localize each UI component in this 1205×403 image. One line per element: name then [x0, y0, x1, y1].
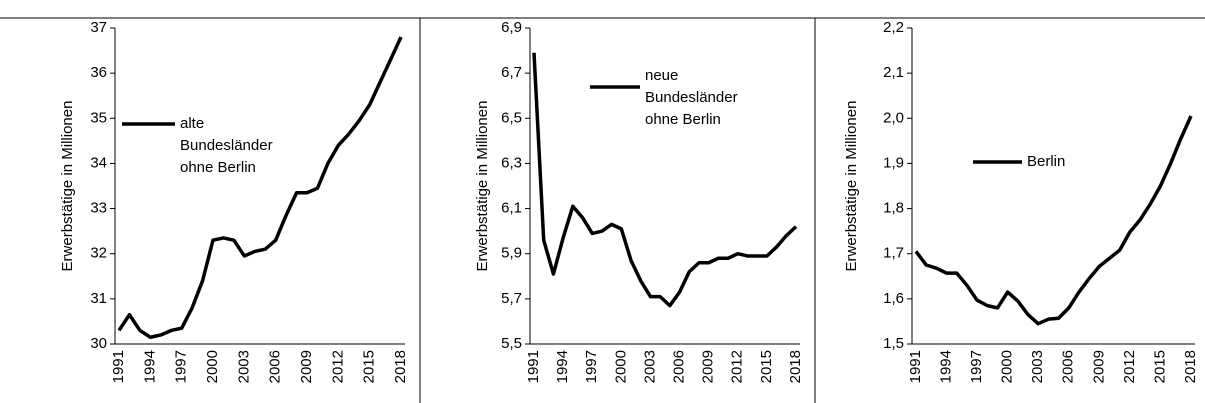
y-tick-label: 2,2	[883, 19, 904, 36]
x-tick-label: 2018	[787, 350, 804, 383]
x-tick-label: 1991	[907, 350, 924, 383]
y-tick-label: 1,8	[883, 200, 904, 217]
x-tick-label: 1994	[938, 350, 955, 383]
x-tick-label: 1994	[141, 350, 158, 383]
legend-label: alte Bundesländer ohne Berlin	[180, 115, 273, 176]
legend-label: Berlin	[1027, 153, 1066, 170]
y-tick-label: 30	[90, 335, 107, 352]
x-tick-label: 2009	[298, 350, 315, 383]
x-tick-label: 2015	[361, 350, 378, 383]
x-tick-label: 1991	[525, 350, 542, 383]
y-tick-label: 35	[90, 109, 107, 126]
y-tick-label: 33	[90, 200, 107, 217]
x-tick-label: 1997	[173, 350, 190, 383]
x-tick-label: 2003	[235, 350, 252, 383]
y-tick-label: 2,1	[883, 64, 904, 81]
y-tick-label: 1,9	[883, 154, 904, 171]
x-tick-label: 2006	[1060, 350, 1077, 383]
y-tick-label: 1,6	[883, 290, 904, 307]
y-axis-label: Erwerbstätige in Millionen	[843, 101, 860, 272]
legend-label: neue Bundesländer ohne Berlin	[645, 67, 738, 128]
y-tick-label: 34	[90, 154, 107, 171]
x-tick-label: 2006	[671, 350, 688, 383]
y-tick-label: 6,7	[501, 64, 522, 81]
y-tick-label: 6,3	[501, 154, 522, 171]
x-tick-label: 2003	[641, 350, 658, 383]
y-tick-label: 5,5	[501, 335, 522, 352]
x-tick-label: 2000	[612, 350, 629, 383]
y-tick-label: 2,0	[883, 109, 904, 126]
y-tick-label: 5,9	[501, 245, 522, 262]
y-tick-label: 6,9	[501, 19, 522, 36]
y-tick-label: 36	[90, 64, 107, 81]
x-tick-label: 2018	[392, 350, 409, 383]
x-tick-label: 2009	[1090, 350, 1107, 383]
y-axis-label: Erwerbstätige in Millionen	[474, 101, 491, 272]
y-tick-label: 1,7	[883, 245, 904, 262]
y-tick-label: 32	[90, 245, 107, 262]
x-tick-label: 2015	[758, 350, 775, 383]
data-line	[117, 36, 403, 339]
y-tick-label: 31	[90, 290, 107, 307]
x-tick-label: 1991	[110, 350, 127, 383]
x-tick-label: 2012	[329, 350, 346, 383]
x-tick-label: 2012	[1121, 350, 1138, 383]
x-tick-label: 2012	[729, 350, 746, 383]
x-tick-label: 1994	[554, 350, 571, 383]
x-tick-label: 1997	[583, 350, 600, 383]
x-tick-label: 2000	[204, 350, 221, 383]
x-tick-label: 2009	[700, 350, 717, 383]
x-tick-label: 2018	[1182, 350, 1199, 383]
x-tick-label: 2015	[1151, 350, 1168, 383]
data-line	[914, 115, 1193, 326]
y-tick-label: 37	[90, 19, 107, 36]
x-tick-label: 2006	[267, 350, 284, 383]
y-tick-label: 6,1	[501, 200, 522, 217]
y-tick-label: 1,5	[883, 335, 904, 352]
y-axis-label: Erwerbstätige in Millionen	[59, 101, 76, 272]
y-tick-label: 5,7	[501, 290, 522, 307]
data-line	[532, 52, 798, 308]
x-tick-label: 2000	[999, 350, 1016, 383]
x-tick-label: 2003	[1029, 350, 1046, 383]
y-tick-label: 6,5	[501, 109, 522, 126]
x-tick-label: 1997	[968, 350, 985, 383]
